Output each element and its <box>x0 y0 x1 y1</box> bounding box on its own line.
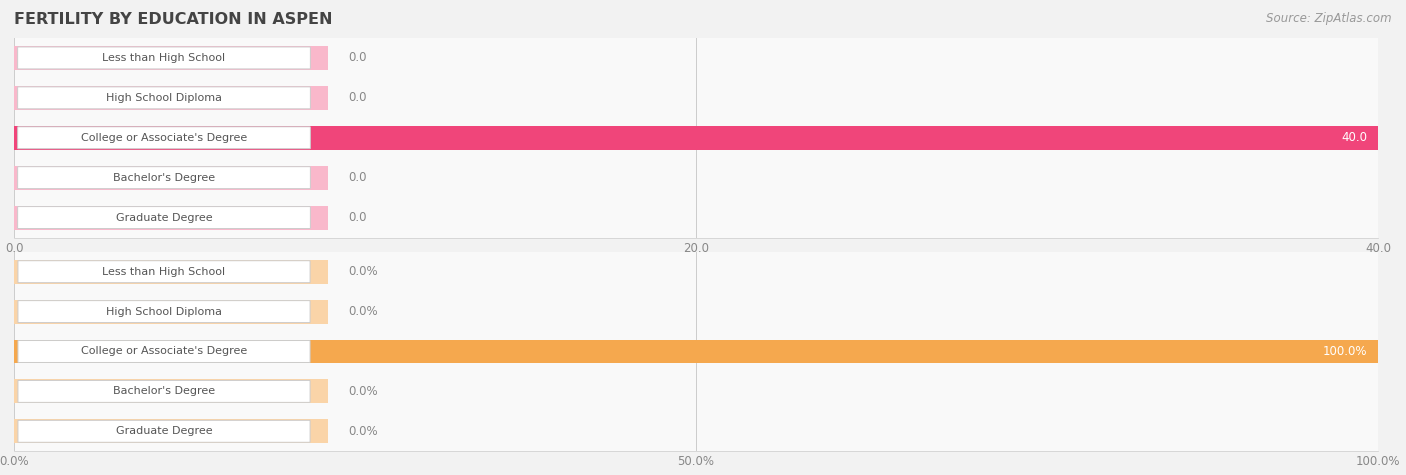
Bar <box>14 118 1378 158</box>
Bar <box>14 46 328 70</box>
Text: Bachelor's Degree: Bachelor's Degree <box>112 386 215 397</box>
Bar <box>14 206 328 229</box>
Bar <box>14 419 328 443</box>
Bar <box>14 260 328 284</box>
Text: 0.0%: 0.0% <box>349 265 378 278</box>
Text: FERTILITY BY EDUCATION IN ASPEN: FERTILITY BY EDUCATION IN ASPEN <box>14 12 333 27</box>
FancyBboxPatch shape <box>18 207 311 228</box>
Bar <box>14 332 1378 371</box>
Text: 0.0: 0.0 <box>349 211 367 224</box>
Text: High School Diploma: High School Diploma <box>105 306 222 317</box>
Text: Source: ZipAtlas.com: Source: ZipAtlas.com <box>1267 12 1392 25</box>
Bar <box>14 411 1378 451</box>
Text: Less than High School: Less than High School <box>103 53 225 63</box>
Bar <box>14 340 1378 363</box>
FancyBboxPatch shape <box>18 380 311 402</box>
FancyBboxPatch shape <box>18 341 311 362</box>
Bar <box>14 86 328 110</box>
Text: 0.0: 0.0 <box>349 51 367 65</box>
Bar <box>14 300 328 323</box>
Text: Graduate Degree: Graduate Degree <box>115 426 212 437</box>
Text: 0.0%: 0.0% <box>349 425 378 438</box>
Bar <box>14 166 328 190</box>
Bar <box>14 158 1378 198</box>
Text: Graduate Degree: Graduate Degree <box>115 212 212 223</box>
Text: 0.0%: 0.0% <box>349 385 378 398</box>
FancyBboxPatch shape <box>18 420 311 442</box>
Bar <box>14 198 1378 238</box>
Bar <box>14 38 1378 78</box>
FancyBboxPatch shape <box>18 301 311 323</box>
Text: Bachelor's Degree: Bachelor's Degree <box>112 172 215 183</box>
Text: College or Associate's Degree: College or Associate's Degree <box>82 133 247 143</box>
FancyBboxPatch shape <box>18 87 311 109</box>
Text: 0.0: 0.0 <box>349 171 367 184</box>
Bar <box>14 380 328 403</box>
Text: 100.0%: 100.0% <box>1323 345 1367 358</box>
Bar <box>14 78 1378 118</box>
Text: College or Associate's Degree: College or Associate's Degree <box>82 346 247 357</box>
FancyBboxPatch shape <box>18 261 311 283</box>
Text: High School Diploma: High School Diploma <box>105 93 222 103</box>
Bar <box>14 371 1378 411</box>
FancyBboxPatch shape <box>18 47 311 69</box>
FancyBboxPatch shape <box>18 167 311 189</box>
Bar <box>14 252 1378 292</box>
Text: 0.0: 0.0 <box>349 91 367 104</box>
Text: 40.0: 40.0 <box>1341 131 1367 144</box>
FancyBboxPatch shape <box>18 127 311 149</box>
Bar <box>14 126 1378 150</box>
Text: 0.0%: 0.0% <box>349 305 378 318</box>
Text: Less than High School: Less than High School <box>103 266 225 277</box>
Bar <box>14 292 1378 332</box>
